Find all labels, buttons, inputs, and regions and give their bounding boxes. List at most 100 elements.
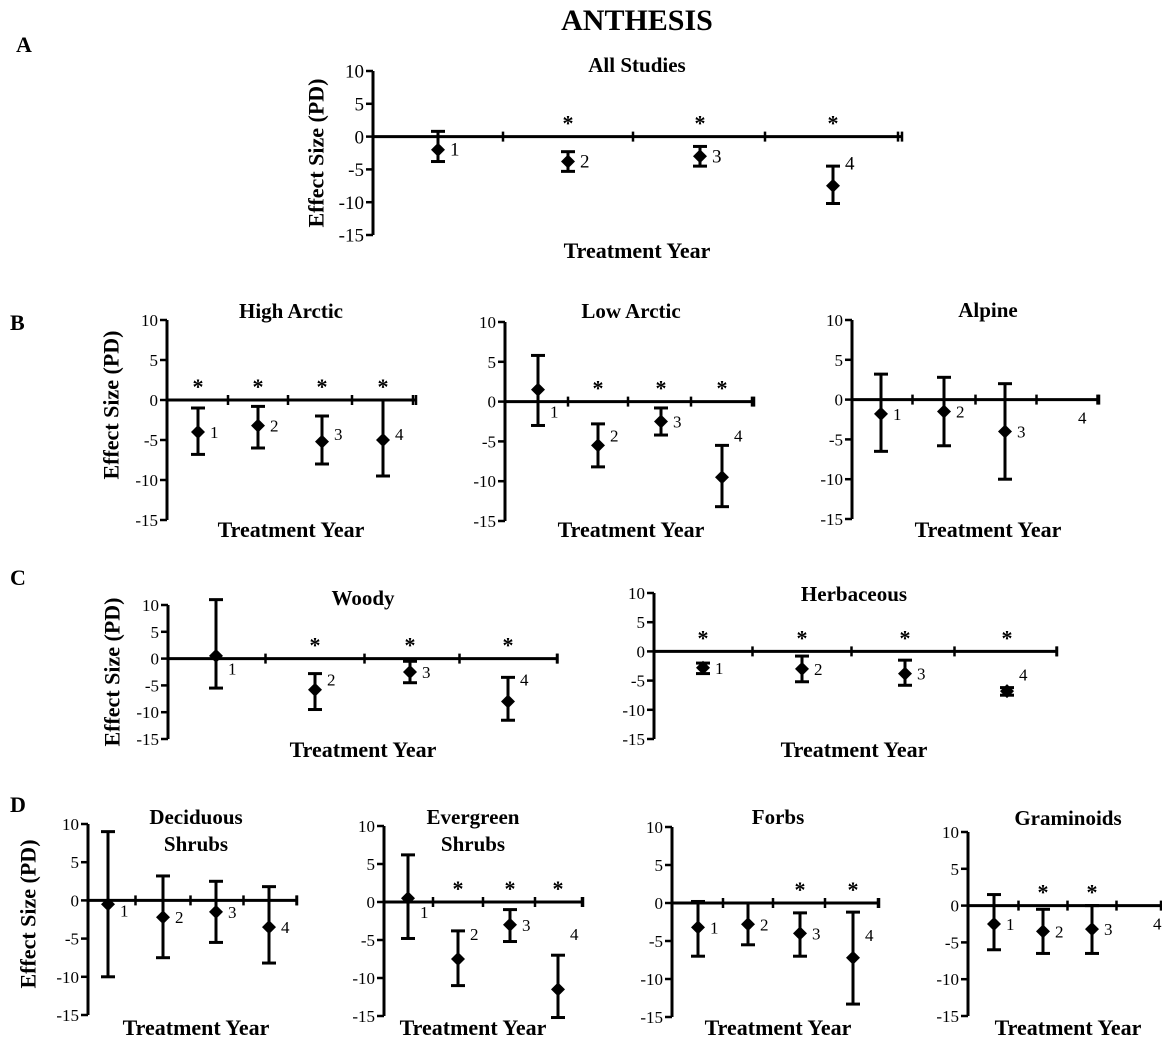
- y-tick-label: -10: [136, 703, 159, 722]
- year-label: 4: [1153, 915, 1162, 934]
- significance-marker: *: [797, 625, 808, 650]
- y-tick-label: 5: [835, 351, 844, 370]
- year-label: 4: [570, 925, 579, 944]
- data-point: [401, 891, 415, 906]
- y-tick-label: -5: [348, 160, 364, 181]
- y-tick-label: 10: [345, 62, 364, 83]
- y-tick-label: -10: [56, 968, 79, 987]
- y-tick-label: -10: [820, 470, 843, 489]
- data-point: [376, 433, 390, 447]
- y-tick-label: -10: [339, 193, 364, 214]
- x-axis-title: Treatment Year: [290, 737, 437, 762]
- significance-marker: *: [1087, 880, 1098, 905]
- y-tick-label: 10: [628, 584, 645, 603]
- plot-title: Woody: [331, 586, 395, 610]
- plot-title: Evergreen: [427, 805, 520, 829]
- data-point: [251, 418, 265, 433]
- panel-letter-b: B: [10, 310, 25, 335]
- x-axis-title: Treatment Year: [123, 1015, 270, 1040]
- y-tick-label: -10: [473, 472, 496, 491]
- plot-8: Forbs 10 5 0 -5 -10 -15 * * 1 2 3 4 Treatment Year: [640, 805, 881, 1040]
- y-tick-label: -5: [482, 432, 496, 451]
- data-point: [846, 950, 860, 965]
- y-axis-title: Effect Size (PD): [100, 597, 125, 746]
- plot-title: Low Arctic: [581, 299, 680, 323]
- plot-0: All Studies 10 5 0 -5 -10 -15 * * * 1 2 3 4 Treatment …: [304, 53, 904, 263]
- significance-marker: *: [695, 111, 706, 136]
- y-tick-label: -10: [936, 970, 959, 989]
- y-tick-label: -5: [145, 676, 159, 695]
- data-point: [898, 666, 912, 681]
- x-axis-title: Treatment Year: [995, 1015, 1142, 1040]
- significance-marker: *: [795, 877, 806, 902]
- y-tick-label: -10: [640, 970, 663, 989]
- data-point: [209, 648, 223, 663]
- y-tick-label: 10: [479, 313, 496, 332]
- data-point: [793, 926, 807, 941]
- y-tick-label: -15: [622, 730, 645, 749]
- y-tick-label: 10: [142, 596, 159, 615]
- data-point: [874, 406, 888, 421]
- plot-9: Graminoids 10 5 0 -5 -10 -15 * * 1 2 3 4 Treatment Ye…: [936, 806, 1162, 1040]
- y-tick-label: -10: [135, 471, 158, 490]
- y-tick-label: 5: [71, 853, 80, 872]
- y-tick-label: -10: [622, 701, 645, 720]
- y-tick-label: 0: [835, 391, 844, 410]
- significance-marker: *: [593, 376, 604, 401]
- data-point: [551, 982, 565, 997]
- significance-marker: *: [656, 376, 667, 401]
- year-label: 3: [712, 146, 722, 167]
- significance-marker: *: [503, 633, 514, 658]
- year-label: 1: [450, 140, 460, 161]
- plot-title: Alpine: [958, 298, 1018, 322]
- plot-title: Graminoids: [1014, 806, 1121, 830]
- plot-title: Herbaceous: [801, 582, 907, 606]
- significance-marker: *: [317, 374, 328, 399]
- y-tick-label: 5: [951, 860, 960, 879]
- data-point: [795, 661, 809, 676]
- plot-title: Shrubs: [441, 832, 505, 856]
- plot-2: Low Arctic 10 5 0 -5 -10 -15 * * * 1 2 3 4 Treatment Y…: [473, 299, 756, 542]
- data-point: [741, 917, 755, 932]
- data-point: [591, 438, 605, 453]
- year-label: 4: [281, 918, 290, 937]
- y-axis-title: Effect Size (PD): [304, 78, 329, 227]
- data-point: [1085, 922, 1099, 937]
- year-label: 2: [580, 152, 590, 173]
- year-label: 1: [120, 901, 129, 920]
- data-point: [403, 665, 417, 679]
- panel-letter-d: D: [10, 792, 26, 817]
- year-label: 3: [422, 663, 431, 682]
- y-tick-label: -15: [56, 1006, 79, 1025]
- year-label: 1: [420, 903, 429, 922]
- year-label: 2: [327, 670, 336, 689]
- y-tick-label: 0: [655, 894, 664, 913]
- y-tick-label: -5: [144, 431, 158, 450]
- year-label: 1: [710, 918, 719, 937]
- y-axis-title: Effect Size (PD): [16, 839, 41, 988]
- data-point: [191, 425, 205, 439]
- y-tick-label: 0: [488, 393, 497, 412]
- y-tick-label: -15: [473, 512, 496, 531]
- y-tick-label: 10: [62, 815, 79, 834]
- y-tick-label: 5: [151, 623, 160, 642]
- plot-title: Deciduous: [149, 805, 242, 829]
- year-label: 2: [760, 915, 769, 934]
- x-axis-title: Treatment Year: [781, 737, 928, 762]
- y-tick-label: 5: [150, 351, 159, 370]
- y-tick-label: -5: [65, 930, 79, 949]
- significance-marker: *: [563, 111, 574, 136]
- year-label: 2: [270, 417, 279, 436]
- plot-3: Alpine 10 5 0 -5 -10 -15 1 2 3 4 Treatment Year: [820, 298, 1101, 542]
- year-label: 2: [610, 426, 619, 445]
- x-axis-title: Treatment Year: [218, 517, 365, 542]
- plot-4: Woody 10 5 0 -5 -10 -15 * * * 1 2 3 4 Treatment Year Ef…: [100, 586, 559, 762]
- year-label: 4: [1078, 409, 1087, 428]
- year-label: 1: [715, 659, 724, 678]
- year-label: 4: [845, 153, 855, 174]
- year-label: 4: [520, 670, 529, 689]
- data-point: [209, 904, 223, 919]
- data-point: [315, 434, 329, 449]
- data-point: [1036, 924, 1050, 939]
